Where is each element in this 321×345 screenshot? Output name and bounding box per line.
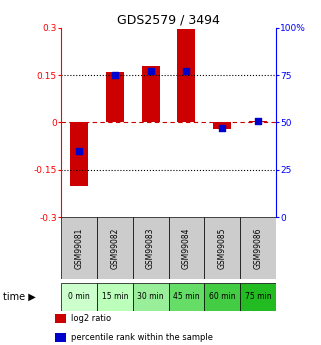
Bar	[169, 217, 204, 279]
Bar	[213, 122, 231, 129]
Text: 45 min: 45 min	[173, 292, 200, 301]
Bar	[142, 66, 160, 122]
Bar	[240, 283, 276, 310]
Text: log2 ratio: log2 ratio	[71, 314, 111, 323]
Bar	[169, 283, 204, 310]
Text: 75 min: 75 min	[245, 292, 272, 301]
Title: GDS2579 / 3494: GDS2579 / 3494	[117, 13, 220, 27]
Text: 60 min: 60 min	[209, 292, 236, 301]
Text: 0 min: 0 min	[68, 292, 90, 301]
Point	[184, 68, 189, 74]
Bar	[55, 333, 66, 342]
Text: GSM99081: GSM99081	[74, 228, 83, 269]
Bar	[133, 217, 169, 279]
Text: GSM99085: GSM99085	[218, 228, 227, 269]
Bar	[106, 72, 124, 122]
Text: percentile rank within the sample: percentile rank within the sample	[71, 333, 213, 342]
Bar	[178, 29, 195, 122]
Bar	[97, 283, 133, 310]
Text: 15 min: 15 min	[101, 292, 128, 301]
Bar	[97, 217, 133, 279]
Bar	[204, 217, 240, 279]
Text: 30 min: 30 min	[137, 292, 164, 301]
Bar	[61, 283, 97, 310]
Point	[112, 72, 117, 78]
Text: GSM99082: GSM99082	[110, 228, 119, 269]
Bar	[249, 121, 267, 122]
Bar	[70, 122, 88, 186]
Point	[148, 68, 153, 74]
Point	[256, 118, 261, 123]
Text: GSM99084: GSM99084	[182, 228, 191, 269]
Bar	[133, 283, 169, 310]
Point	[76, 148, 82, 154]
Text: time ▶: time ▶	[3, 292, 36, 302]
Text: GSM99086: GSM99086	[254, 228, 263, 269]
Bar	[240, 217, 276, 279]
Bar	[61, 217, 97, 279]
Text: GSM99083: GSM99083	[146, 228, 155, 269]
Bar	[55, 314, 66, 323]
Point	[220, 125, 225, 131]
Bar	[204, 283, 240, 310]
